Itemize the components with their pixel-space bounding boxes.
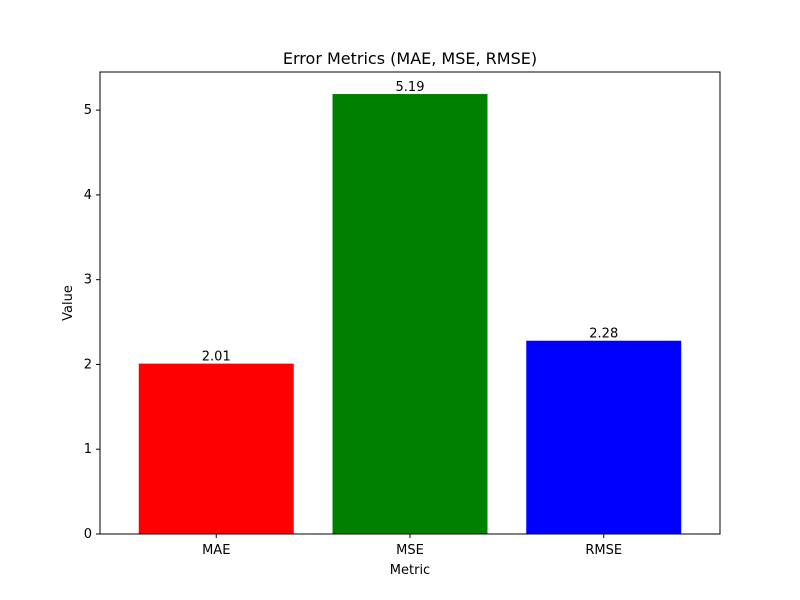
- data-label-mae: 2.01: [202, 350, 231, 365]
- value-labels-group: 2.01 5.19 2.28: [202, 80, 618, 365]
- y-tick-label-4: 4: [84, 188, 92, 203]
- y-tick-label-5: 5: [84, 103, 92, 118]
- bar-mae: [138, 363, 294, 534]
- y-tick-label-3: 3: [84, 273, 92, 288]
- y-tick-label-0: 0: [84, 527, 92, 542]
- chart-title: Error Metrics (MAE, MSE, RMSE): [283, 49, 537, 68]
- bar-rmse: [526, 340, 682, 534]
- x-axis-label: Metric: [390, 563, 430, 578]
- bar-mse: [332, 94, 488, 534]
- y-tick-label-1: 1: [84, 442, 92, 457]
- y-axis-ticks: 0 1 2 3 4 5: [84, 103, 100, 542]
- x-axis-ticks: MAE MSE RMSE: [202, 534, 622, 558]
- bars-group: [138, 94, 682, 534]
- x-tick-label-rmse: RMSE: [585, 543, 622, 558]
- data-label-mse: 5.19: [396, 80, 425, 95]
- x-tick-label-mae: MAE: [202, 543, 230, 558]
- y-tick-label-2: 2: [84, 357, 92, 372]
- x-tick-label-mse: MSE: [396, 543, 424, 558]
- y-axis-label: Value: [61, 285, 76, 321]
- data-label-rmse: 2.28: [589, 327, 618, 342]
